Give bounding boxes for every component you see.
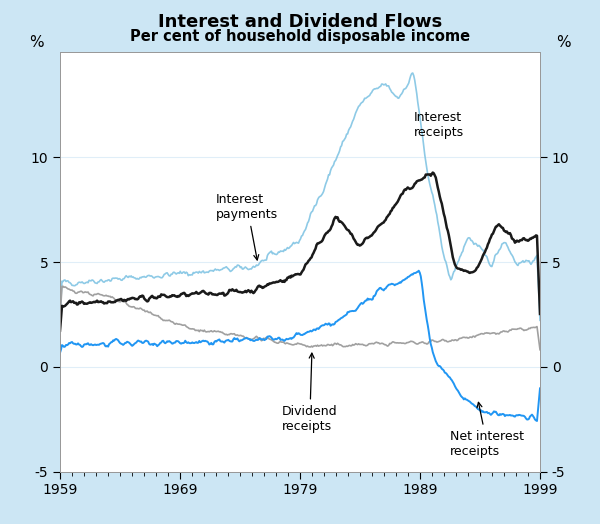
Text: Per cent of household disposable income: Per cent of household disposable income [130, 29, 470, 44]
Text: Net interest
receipts: Net interest receipts [450, 402, 524, 457]
Text: Dividend
receipts: Dividend receipts [282, 353, 338, 432]
Text: %: % [557, 35, 571, 50]
Text: Interest and Dividend Flows: Interest and Dividend Flows [158, 13, 442, 31]
Text: %: % [29, 35, 43, 50]
Text: Interest
receipts: Interest receipts [414, 111, 464, 139]
Text: Interest
payments: Interest payments [216, 193, 278, 260]
